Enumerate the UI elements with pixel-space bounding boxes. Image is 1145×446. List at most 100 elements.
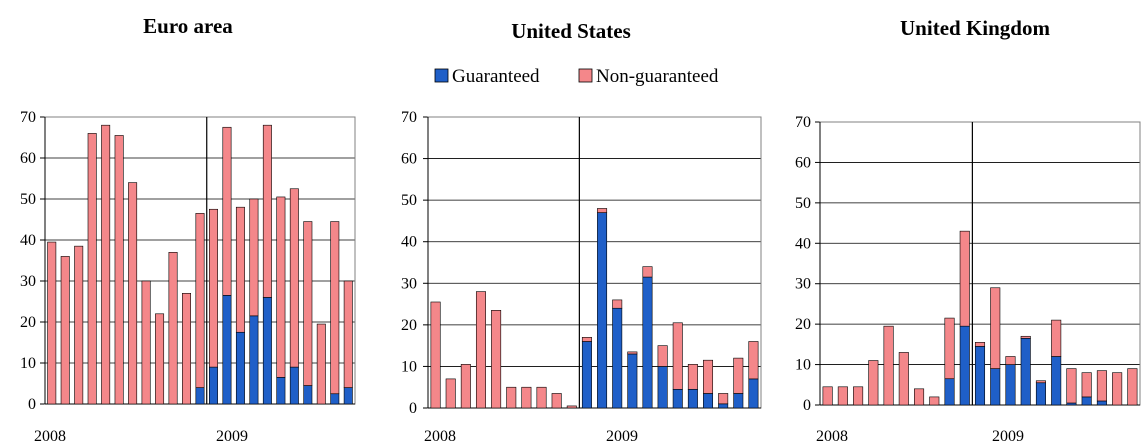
- y-tick-label: 70: [401, 109, 417, 126]
- bar-guaranteed: [612, 307, 623, 409]
- y-tick-label: 40: [20, 232, 36, 249]
- y-tick-label: 20: [795, 316, 811, 333]
- x-tick-label: 2009: [216, 428, 248, 445]
- bar-guaranteed: [1051, 356, 1062, 406]
- chart-title: Euro area: [143, 14, 233, 38]
- bar-non-guaranteed: [521, 386, 532, 409]
- bar-guaranteed: [703, 393, 714, 409]
- bar-non-guaranteed: [47, 241, 57, 405]
- bar-non-guaranteed: [168, 252, 178, 405]
- bar-non-guaranteed: [182, 292, 191, 405]
- bar-non-guaranteed: [209, 208, 218, 368]
- bar-non-guaranteed: [141, 280, 151, 405]
- y-tick-label: 40: [401, 234, 417, 251]
- y-tick-label: 60: [795, 154, 811, 171]
- bar-non-guaranteed: [276, 196, 286, 378]
- y-tick-label: 10: [795, 357, 811, 374]
- y-tick-label: 0: [409, 400, 417, 417]
- x-tick-label: 2008: [424, 428, 456, 445]
- bar-non-guaranteed: [1096, 370, 1107, 402]
- bar-non-guaranteed: [1005, 356, 1016, 365]
- bar-non-guaranteed: [1127, 368, 1138, 406]
- x-tick-label: 2009: [606, 428, 638, 445]
- bar-non-guaranteed: [289, 188, 299, 368]
- bar-non-guaranteed: [898, 352, 909, 406]
- bar-non-guaranteed: [460, 364, 471, 409]
- bar-non-guaranteed: [627, 351, 638, 355]
- bar-non-guaranteed: [1035, 380, 1046, 384]
- bar-non-guaranteed: [657, 345, 668, 367]
- chart-title: United Kingdom: [900, 16, 1050, 40]
- bar-non-guaranteed: [101, 124, 111, 405]
- y-tick-label: 70: [795, 114, 811, 131]
- bar-guaranteed: [944, 378, 955, 406]
- bar-non-guaranteed: [128, 182, 138, 405]
- bar-non-guaranteed: [868, 360, 879, 406]
- bar-guaranteed: [1081, 396, 1092, 406]
- bar-non-guaranteed: [1020, 335, 1031, 339]
- y-tick-label: 10: [401, 358, 417, 375]
- bar-non-guaranteed: [536, 386, 547, 409]
- bar-non-guaranteed: [822, 386, 833, 406]
- bar-non-guaranteed: [87, 133, 97, 405]
- y-tick-label: 20: [401, 317, 417, 334]
- bar-guaranteed: [1035, 382, 1046, 406]
- bar-non-guaranteed: [1081, 372, 1092, 398]
- bar-non-guaranteed: [60, 256, 70, 405]
- bar-guaranteed: [581, 341, 592, 409]
- legend-swatch-non-guaranteed: [578, 68, 593, 83]
- bar-non-guaranteed: [687, 364, 698, 390]
- bar-guaranteed: [195, 387, 205, 405]
- bar-guaranteed: [343, 387, 353, 405]
- y-tick-label: 30: [401, 275, 417, 292]
- legend: Guaranteed Non-guaranteed: [434, 66, 719, 87]
- bar-guaranteed: [1096, 400, 1107, 406]
- bar-non-guaranteed: [566, 405, 577, 409]
- bar-non-guaranteed: [235, 206, 245, 333]
- bar-non-guaranteed: [330, 221, 340, 395]
- bar-guaranteed: [209, 366, 218, 405]
- y-tick-label: 10: [20, 355, 36, 372]
- bar-non-guaranteed: [990, 287, 1001, 369]
- bar-non-guaranteed: [837, 386, 848, 406]
- bar-guaranteed: [990, 368, 1001, 406]
- bar-non-guaranteed: [249, 198, 259, 317]
- bar-guaranteed: [672, 388, 683, 409]
- bar-non-guaranteed: [612, 299, 623, 309]
- chart-panel-2: United States 0 10 20 30 40 50 60 70 2008 2009: [401, 19, 762, 445]
- bar-guaranteed: [1020, 337, 1031, 406]
- bar-guaranteed: [249, 315, 259, 405]
- bar-guaranteed: [642, 276, 653, 409]
- bar-non-guaranteed: [1112, 372, 1123, 406]
- bar-guaranteed: [959, 325, 970, 406]
- bar-non-guaranteed: [551, 393, 562, 409]
- bar-non-guaranteed: [597, 208, 608, 213]
- bar-non-guaranteed: [672, 322, 683, 390]
- bar-guaranteed: [657, 366, 668, 409]
- bar-non-guaranteed: [343, 280, 353, 388]
- x-tick-label: 2009: [992, 428, 1024, 445]
- bar-non-guaranteed: [733, 357, 744, 394]
- bar-non-guaranteed: [914, 388, 925, 406]
- y-tick-label: 60: [20, 150, 36, 167]
- bar-guaranteed: [1005, 364, 1016, 406]
- bar-non-guaranteed: [262, 124, 272, 298]
- bar-non-guaranteed: [445, 378, 456, 409]
- bar-non-guaranteed: [114, 135, 124, 405]
- bar-non-guaranteed: [74, 245, 84, 405]
- y-tick-label: 20: [20, 314, 36, 331]
- bar-non-guaranteed: [475, 291, 486, 409]
- bar-non-guaranteed: [748, 341, 759, 380]
- bar-non-guaranteed: [506, 386, 517, 409]
- bar-guaranteed: [597, 212, 608, 409]
- bar-non-guaranteed: [303, 221, 313, 386]
- bar-guaranteed: [276, 377, 286, 405]
- legend-label-guaranteed: Guaranteed: [452, 66, 540, 87]
- bar-guaranteed: [718, 403, 729, 409]
- bar-non-guaranteed: [195, 213, 205, 388]
- bar-non-guaranteed: [929, 396, 940, 406]
- y-tick-label: 50: [795, 195, 811, 212]
- bar-guaranteed: [289, 366, 299, 405]
- bar-guaranteed: [330, 393, 340, 405]
